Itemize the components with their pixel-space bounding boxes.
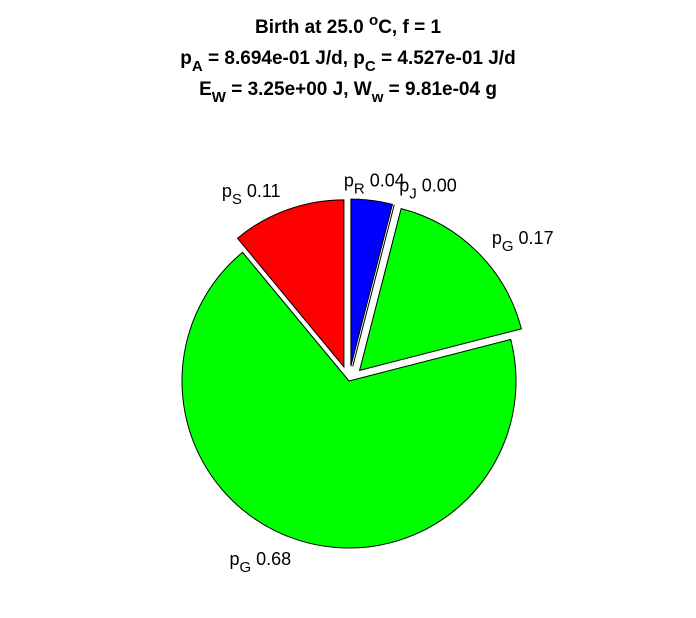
title-part: E	[199, 79, 212, 100]
title-part: = 9.81e-04 g	[383, 79, 497, 100]
slice-sub: S	[232, 191, 242, 208]
slice-label: pJ 0.00	[399, 175, 457, 202]
slice-value: 0.17	[519, 228, 554, 248]
slice-label: pS 0.11	[222, 181, 281, 208]
slice-name: p	[229, 549, 239, 569]
pie-slice	[358, 208, 522, 372]
slice-name: p	[492, 228, 502, 248]
slice-sub: R	[354, 181, 365, 198]
slice-sub: G	[502, 238, 514, 255]
slice-label: pG 0.17	[492, 228, 554, 255]
slice-sub: G	[239, 559, 251, 576]
slice-sub: J	[409, 185, 417, 202]
slice-name: p	[399, 175, 409, 195]
chart-title: EW = 3.25e+00 J, Ww = 9.81e-04 g	[199, 79, 497, 106]
title-part: p	[180, 48, 192, 69]
slice-label: pR 0.04	[344, 171, 405, 198]
slice-value: 0.04	[370, 171, 405, 191]
title-part: = 3.25e+00 J, W	[226, 79, 372, 100]
title-part: Birth at 25.0	[255, 17, 369, 38]
title-part: o	[369, 12, 378, 29]
slice-name: p	[222, 181, 232, 201]
title-part: = 8.694e-01 J/d, p	[203, 48, 365, 69]
title-part: A	[192, 58, 203, 75]
title-part: w	[371, 89, 384, 106]
slice-label: pG 0.68	[229, 549, 291, 576]
title-part: = 4.527e-01 J/d	[376, 48, 516, 69]
slice-value: 0.68	[256, 549, 291, 569]
chart-title: Birth at 25.0 oC, f = 1	[255, 12, 441, 38]
pie-slice	[236, 199, 345, 369]
slice-name: p	[344, 171, 354, 191]
pie-slice	[350, 198, 394, 367]
title-part: C, f = 1	[378, 17, 441, 38]
pie-slice	[181, 251, 517, 549]
chart-title: pA = 8.694e-01 J/d, pC = 4.527e-01 J/d	[180, 48, 515, 75]
title-part: C	[365, 58, 376, 75]
title-part: W	[212, 89, 227, 106]
slice-value: 0.00	[422, 175, 457, 195]
slice-value: 0.11	[247, 181, 281, 201]
pie-slice	[352, 204, 395, 367]
